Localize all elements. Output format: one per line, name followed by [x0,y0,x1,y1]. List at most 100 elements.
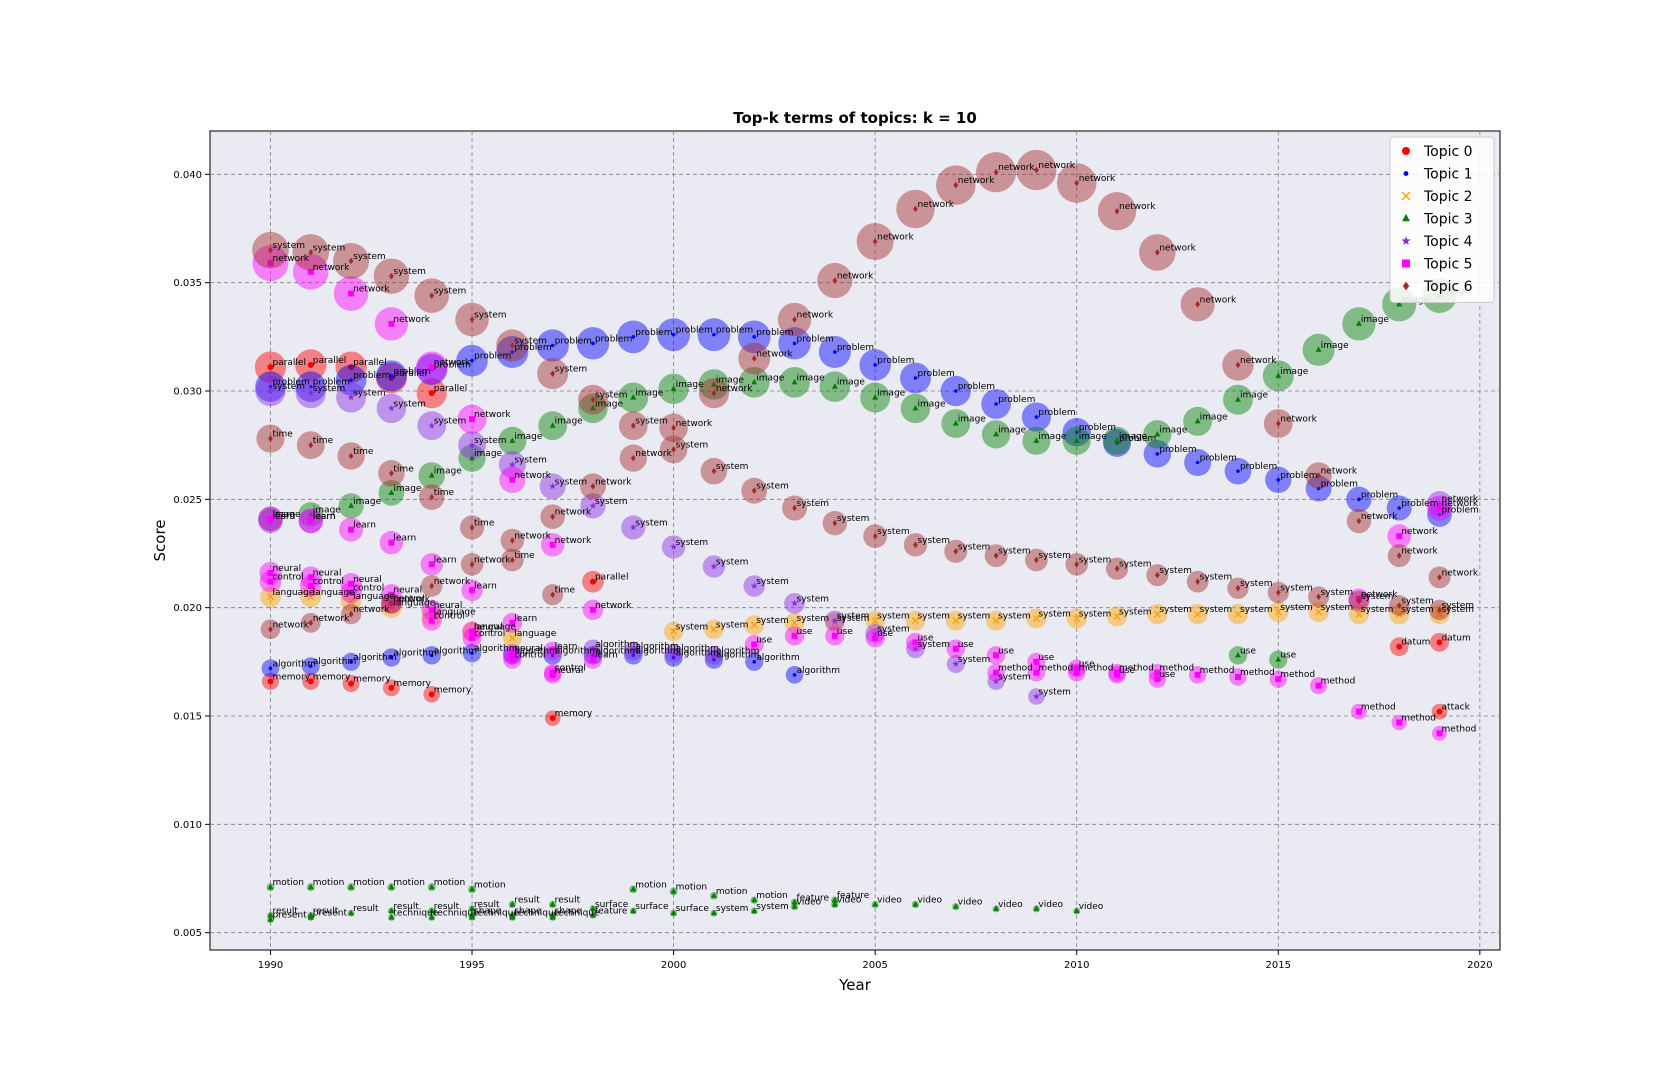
term-label: network [1361,590,1398,600]
term-marker [267,387,274,394]
term-label: network [958,176,995,186]
term-marker [751,641,758,648]
term-label: image [1361,315,1389,325]
term-label: method [1280,670,1315,680]
term-label: system [474,436,507,446]
term-label: system [1321,588,1354,598]
term-label: system [1119,607,1152,617]
y-tick-label: 0.020 [173,603,202,614]
term-label: result [474,900,500,910]
term-marker [389,470,394,477]
term-label: system [1280,584,1313,594]
x-tick-label: 2010 [1064,960,1089,971]
y-tick-label: 0.025 [173,495,202,506]
term-marker [388,907,395,914]
term-label: system [676,538,709,548]
term-marker [589,905,596,911]
term-marker [1073,665,1080,672]
term-marker [1073,907,1080,914]
x-tick-label: 1995 [459,960,484,971]
term-label: problem [716,326,753,336]
term-label: system [998,547,1031,557]
term-marker [1355,708,1362,715]
term-label: image [917,399,945,409]
term-label: image [635,389,663,399]
term-marker [307,914,314,920]
term-label: use [837,627,853,637]
term-label: use [998,646,1014,656]
term-label: network [756,350,793,360]
term-marker [549,715,556,722]
term-marker [1235,584,1241,592]
term-marker [589,404,596,411]
term-label: learn [434,555,457,565]
term-marker [631,653,636,658]
term-label: datum [1442,633,1471,643]
term-label: result [272,906,298,916]
term-marker [833,350,837,354]
term-label: image [353,497,381,507]
term-label: network [434,358,471,368]
term-marker [751,487,757,494]
term-marker [913,541,918,549]
term-marker [912,404,919,411]
term-marker [712,657,716,662]
term-marker [509,437,516,443]
term-label: problem [756,328,793,338]
term-label: system [1159,566,1192,576]
term-marker [1195,460,1200,465]
x-tick-label: 1990 [258,960,283,971]
term-label: system [1200,573,1233,583]
term-marker [1315,346,1322,352]
term-label: video [998,900,1023,910]
term-label: network [1442,495,1479,505]
term-marker [1033,669,1040,676]
term-label: algorithm [595,640,638,650]
term-label: video [877,896,902,906]
term-marker [267,883,274,890]
term-label: network [555,508,592,518]
term-marker [348,589,355,596]
term-label: network [1200,295,1237,305]
term-marker [428,691,435,698]
term-marker [710,892,717,898]
term-marker [388,914,395,920]
term-marker [388,320,395,327]
term-label: neural [353,575,382,585]
term-marker [1436,610,1444,618]
term-marker [428,914,435,920]
term-marker [590,483,596,490]
term-marker [751,896,758,903]
term-marker [428,364,435,371]
term-label: neural [313,568,342,578]
term-label: result [555,896,581,906]
term-label: image [595,399,623,409]
term-label: system [958,655,991,665]
term-marker [872,635,879,641]
term-label: problem [676,326,713,336]
term-label: learn [313,512,336,522]
term-label: time [393,464,414,474]
term-marker [1396,602,1402,609]
term-marker [710,562,718,570]
term-marker [1275,656,1282,662]
term-label: motion [434,878,466,888]
term-label: time [555,586,576,596]
term-marker [388,489,395,495]
term-marker [589,606,596,613]
term-marker [1195,578,1201,585]
term-label: learn [272,512,295,522]
term-label: image [1119,432,1147,442]
term-bubbles [252,149,1457,923]
term-label: method [1159,664,1194,674]
term-marker [791,903,798,909]
x-axis-ticks: 1990 1995 2000 2005 2010 2015 2020 [258,950,1493,971]
term-marker [1276,478,1281,482]
term-marker [549,669,556,676]
y-tick-label: 0.035 [173,278,202,289]
term-label: time [434,488,455,498]
term-label: feature [837,891,870,901]
term-label: language [272,588,314,598]
term-label: problem [958,382,995,392]
